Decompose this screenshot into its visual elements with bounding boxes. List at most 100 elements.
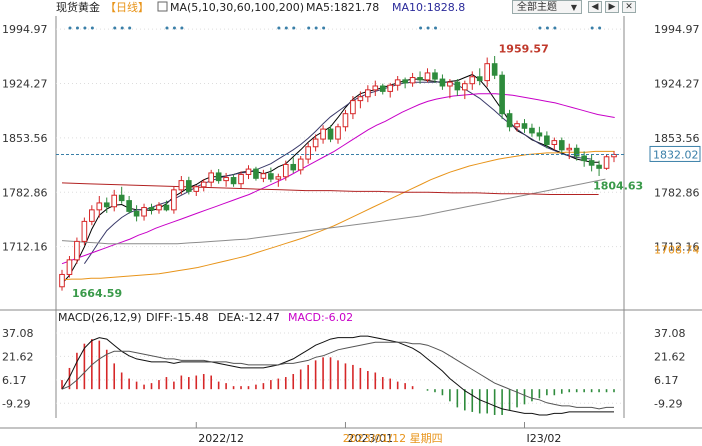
event-dot bbox=[68, 26, 72, 30]
x-tick-label: 2023/01 bbox=[347, 432, 393, 445]
event-dot bbox=[314, 26, 318, 30]
candle-body bbox=[335, 126, 341, 140]
candle-body bbox=[215, 172, 222, 182]
event-dot bbox=[538, 26, 542, 30]
candle-body bbox=[529, 127, 535, 134]
candle-body bbox=[461, 83, 468, 91]
macd-diff: DIFF:-15.48 bbox=[146, 311, 209, 324]
price-tick-right: 1853.56 bbox=[654, 132, 700, 145]
candles bbox=[59, 56, 617, 291]
candle-body bbox=[573, 147, 580, 157]
event-dot bbox=[307, 26, 311, 30]
price-tick-left: 1712.16 bbox=[2, 241, 48, 254]
candle-body bbox=[544, 135, 550, 145]
candle-body bbox=[372, 85, 379, 91]
theme-dropdown[interactable]: 全部主题 ▼ bbox=[512, 0, 582, 14]
candle-body bbox=[163, 204, 170, 211]
macd-dea: DEA:-12.47 bbox=[218, 311, 280, 324]
event-dot bbox=[120, 26, 124, 30]
candle-body bbox=[89, 209, 95, 222]
macd-tick-left: 21.62 bbox=[2, 350, 34, 363]
period-label[interactable]: 【日线】 bbox=[105, 0, 149, 14]
event-dot bbox=[598, 26, 602, 30]
candle-body bbox=[394, 79, 401, 86]
macd-tick-right: -9.29 bbox=[654, 397, 682, 410]
event-dot bbox=[180, 26, 184, 30]
candle-body bbox=[200, 181, 207, 188]
candle-body bbox=[126, 200, 132, 212]
price-tick-right: 1782.86 bbox=[654, 186, 700, 199]
price-tick-right: 1712.16 bbox=[654, 241, 700, 254]
candle-body bbox=[350, 100, 356, 115]
candle-body bbox=[588, 160, 595, 166]
ma-line-ma10 bbox=[83, 80, 592, 264]
candle-body bbox=[238, 173, 244, 185]
event-dot bbox=[322, 26, 326, 30]
candle-body bbox=[133, 210, 140, 217]
ma-toggle-icon[interactable] bbox=[157, 1, 168, 12]
candle-body bbox=[66, 259, 73, 275]
candle-body bbox=[499, 74, 505, 115]
macd-panel bbox=[61, 335, 615, 416]
candle-body bbox=[268, 173, 274, 180]
candle-body bbox=[439, 78, 446, 87]
candle-body bbox=[387, 84, 394, 92]
x-tick-label: 2022/12 bbox=[198, 432, 244, 445]
event-dot bbox=[426, 26, 430, 30]
candle-body bbox=[193, 186, 200, 192]
event-dot bbox=[277, 26, 281, 30]
candle-body bbox=[506, 113, 513, 128]
close-icon[interactable]: ✕ bbox=[622, 1, 636, 13]
event-dot bbox=[545, 26, 549, 30]
candle-body bbox=[230, 177, 237, 185]
candle-body bbox=[357, 96, 364, 102]
candle-body bbox=[141, 207, 147, 217]
candle-body bbox=[551, 140, 558, 145]
candle-body bbox=[282, 163, 289, 178]
macd-tick-left: 37.08 bbox=[2, 327, 34, 340]
candle-body bbox=[469, 76, 476, 85]
event-dot bbox=[128, 26, 132, 30]
candle-body bbox=[312, 138, 319, 148]
annotation-label: 1959.57 bbox=[499, 42, 549, 55]
candle-body bbox=[96, 202, 103, 211]
macd-value: MACD:-6.02 bbox=[288, 311, 353, 324]
event-dot bbox=[434, 26, 438, 30]
candle-body bbox=[320, 128, 326, 140]
ma-lines bbox=[61, 73, 615, 285]
annotation-label: 1804.63 bbox=[593, 180, 643, 193]
event-dot bbox=[90, 26, 94, 30]
ma10-value: MA10:1828.8 bbox=[392, 1, 465, 14]
candle-body bbox=[290, 163, 297, 171]
event-dot bbox=[83, 26, 87, 30]
candle-body bbox=[417, 77, 423, 81]
price-tick-left: 1853.56 bbox=[2, 132, 48, 145]
candle-body bbox=[581, 155, 587, 162]
candle-body bbox=[514, 123, 520, 128]
ma-line-ma30 bbox=[61, 93, 615, 265]
macd-dea-line bbox=[61, 341, 614, 410]
candle-body bbox=[171, 189, 177, 211]
candle-body bbox=[566, 147, 573, 151]
candle-body bbox=[596, 164, 602, 169]
candle-body bbox=[432, 72, 438, 80]
chart-frame bbox=[0, 16, 702, 429]
x-tick-label: I23/02 bbox=[526, 432, 561, 445]
macd-tick-right: 21.62 bbox=[654, 350, 686, 363]
next-icon[interactable]: ▶ bbox=[605, 1, 619, 13]
crosshair-price-box bbox=[649, 145, 701, 162]
event-dot bbox=[590, 26, 594, 30]
event-dot bbox=[419, 26, 423, 30]
candle-body bbox=[521, 123, 528, 129]
macd-tick-left: 6.17 bbox=[2, 374, 27, 387]
prev-icon[interactable]: ◀ bbox=[588, 1, 602, 13]
candle-body bbox=[424, 72, 431, 81]
theme-dropdown-label: 全部主题 bbox=[517, 2, 557, 13]
candle-body bbox=[111, 194, 118, 208]
ma60-value-label: 1708.74 bbox=[654, 243, 700, 256]
candle-body bbox=[305, 146, 311, 160]
macd-tick-right: 6.17 bbox=[654, 374, 679, 387]
crosshair-date-label: 2023/01/12 星期四 bbox=[343, 432, 443, 445]
event-dot bbox=[172, 26, 176, 30]
